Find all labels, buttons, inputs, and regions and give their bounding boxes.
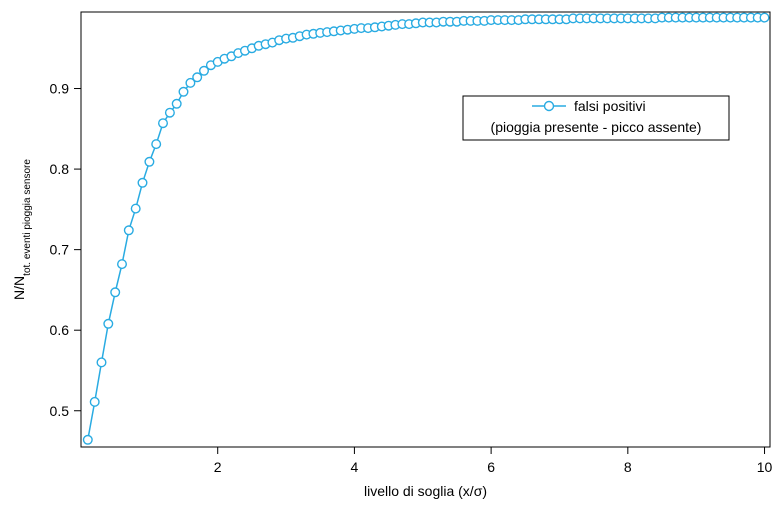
x-tick-label: 2 bbox=[214, 459, 222, 475]
x-tick-label: 8 bbox=[624, 459, 632, 475]
x-axis-title: livello di soglia (x/σ) bbox=[364, 483, 487, 499]
data-point bbox=[171, 98, 182, 109]
plot-frame bbox=[80, 11, 771, 448]
y-tick-label: 0.9 bbox=[50, 81, 70, 97]
data-point bbox=[759, 12, 770, 23]
x-tick-label: 10 bbox=[757, 459, 773, 475]
x-axis: 2 4 6 8 10 bbox=[214, 447, 773, 475]
data-point bbox=[185, 77, 196, 88]
x-tick-label: 6 bbox=[487, 459, 495, 475]
legend-box bbox=[462, 95, 730, 141]
data-point bbox=[89, 396, 100, 407]
y-axis: 0.5 0.6 0.7 0.8 0.9 bbox=[50, 81, 81, 419]
data-point bbox=[123, 225, 134, 236]
y-tick-label: 0.6 bbox=[50, 322, 70, 338]
data-point bbox=[103, 318, 114, 329]
data-point bbox=[178, 86, 189, 97]
data-point bbox=[157, 118, 168, 129]
series-falsi-positivi bbox=[82, 12, 770, 445]
legend-marker bbox=[543, 100, 555, 112]
data-point bbox=[82, 434, 93, 445]
y-tick-label: 0.5 bbox=[50, 403, 70, 419]
data-point bbox=[192, 72, 203, 83]
y-tick-label: 0.8 bbox=[50, 161, 70, 177]
data-point bbox=[151, 139, 162, 150]
legend: falsi positivi (pioggia presente - picco… bbox=[462, 95, 730, 141]
data-point bbox=[198, 65, 209, 76]
legend-entry-label-line2: (pioggia presente - picco assente) bbox=[491, 119, 702, 135]
data-point bbox=[137, 177, 148, 188]
data-point bbox=[96, 357, 107, 368]
legend-entry-label: falsi positivi bbox=[574, 98, 646, 114]
y-axis-title: N/Ntot. eventi pioggia sensore bbox=[11, 159, 33, 300]
data-point bbox=[164, 107, 175, 118]
data-point bbox=[144, 156, 155, 167]
y-tick-label: 0.7 bbox=[50, 242, 70, 258]
data-point bbox=[116, 259, 127, 270]
data-point bbox=[130, 203, 141, 214]
data-point bbox=[110, 287, 121, 298]
x-tick-label: 4 bbox=[351, 459, 359, 475]
